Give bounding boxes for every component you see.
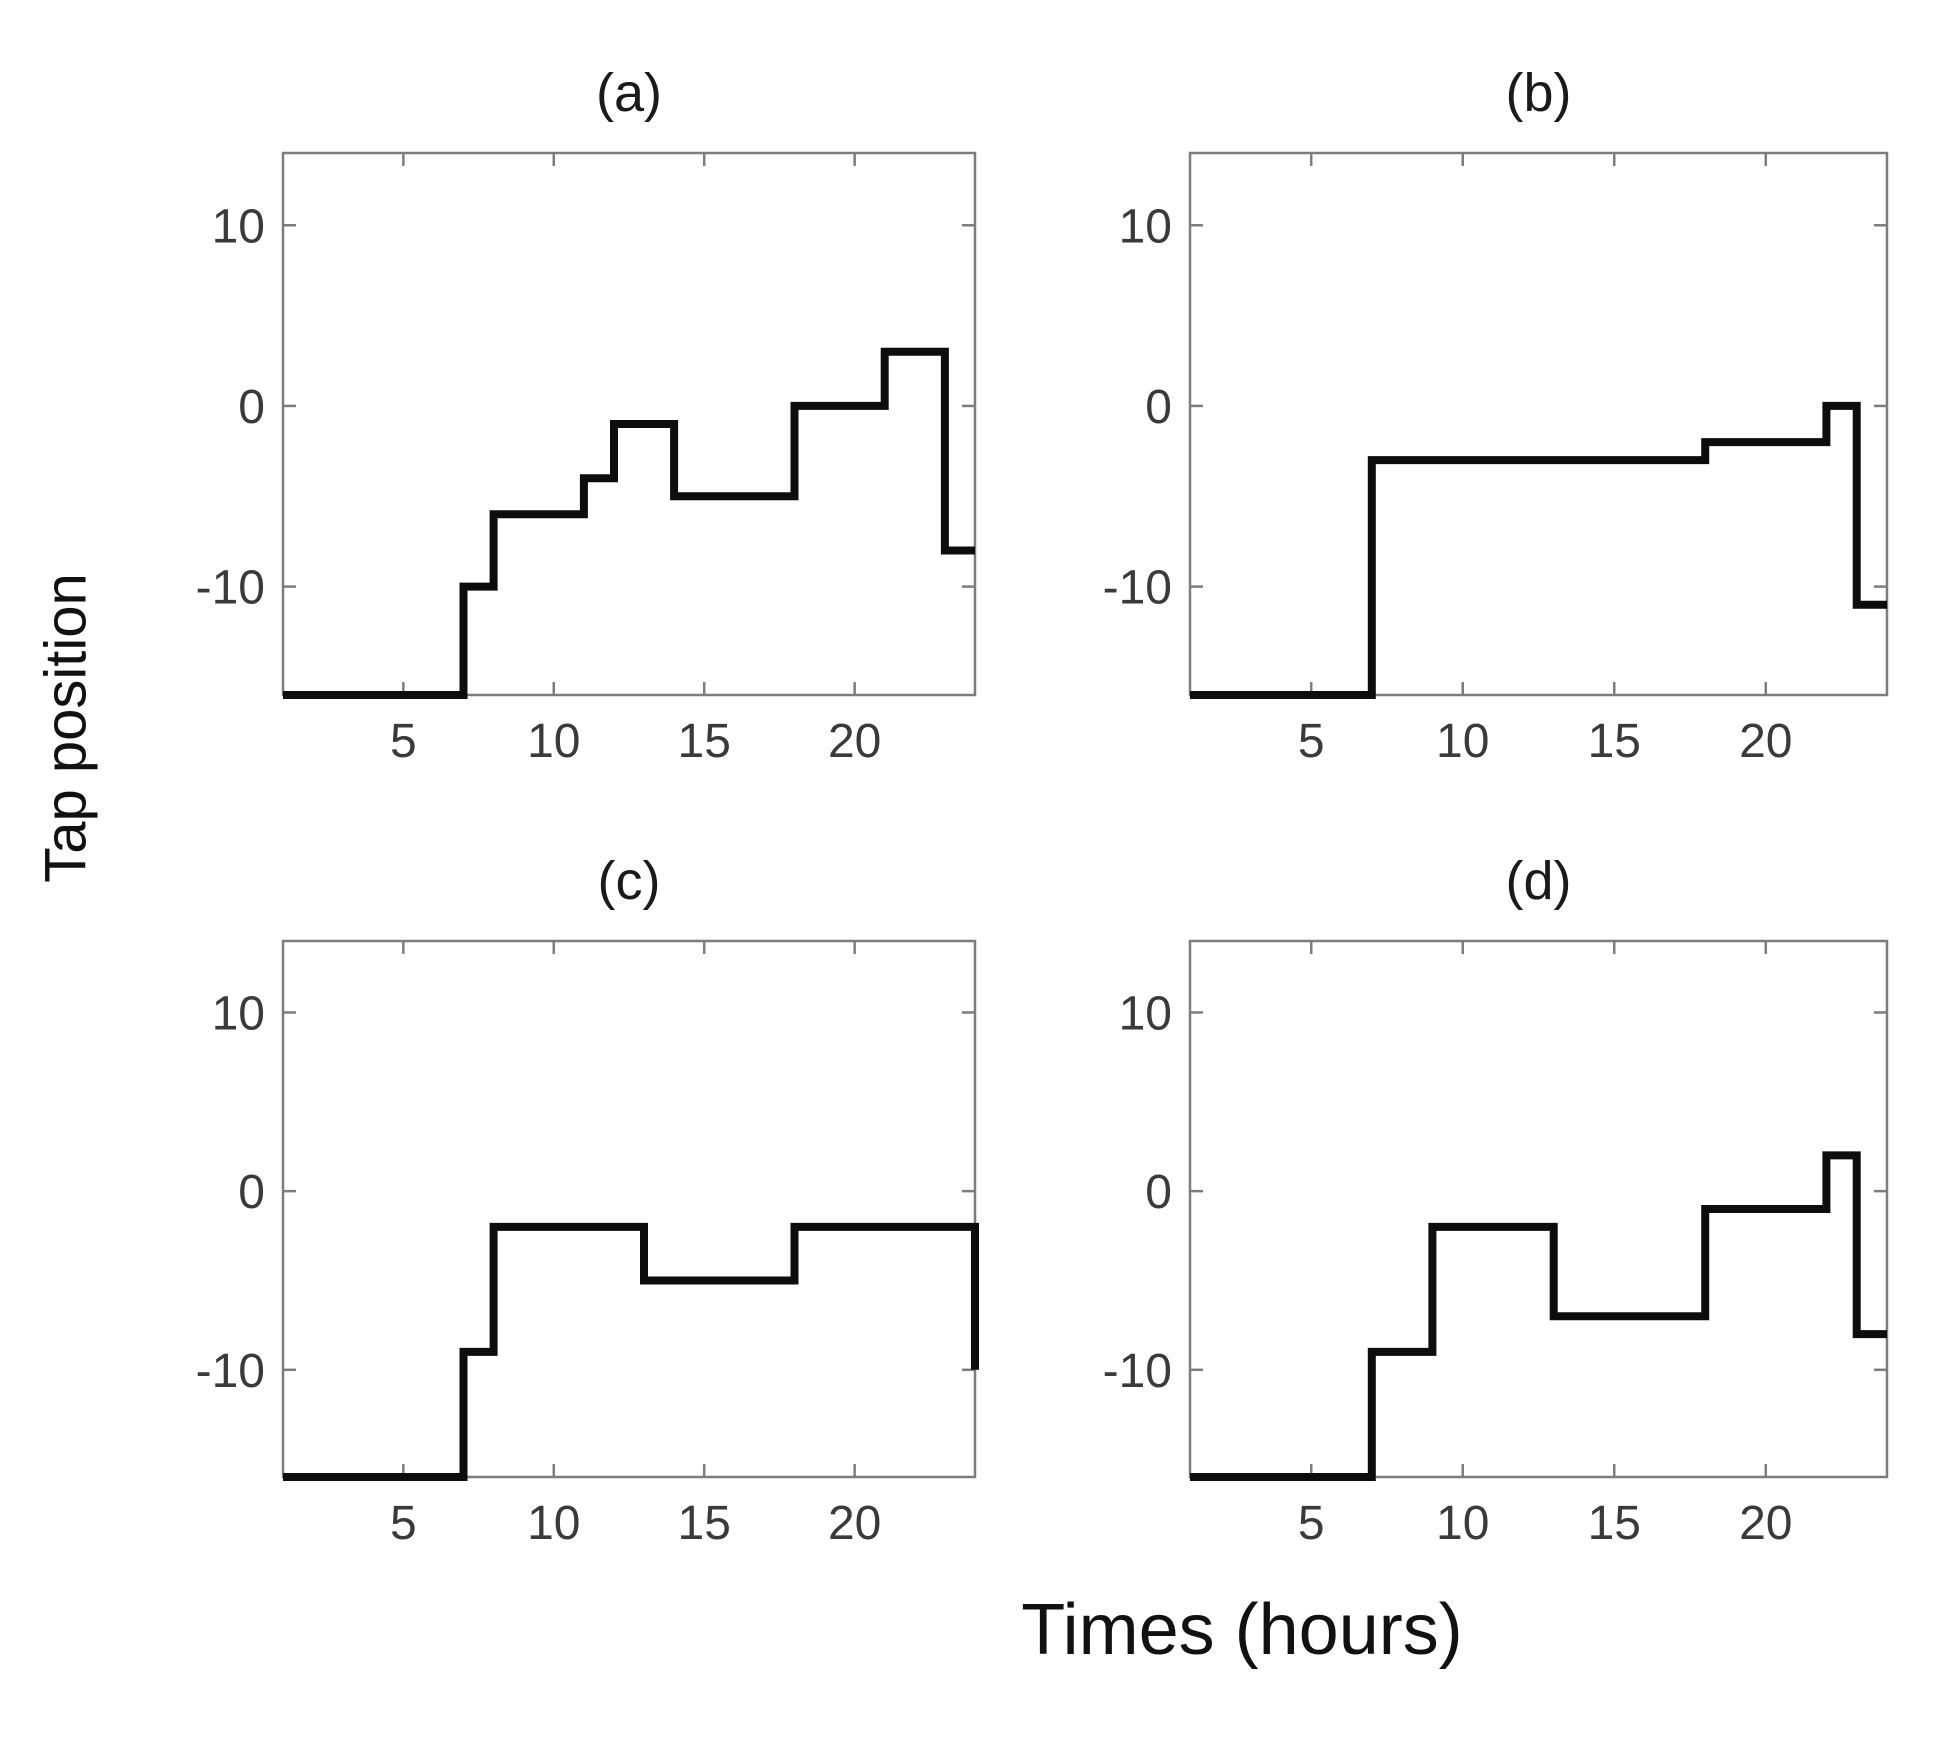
x-tick-label: 10 (527, 1497, 580, 1550)
chart-title-a: (a) (596, 63, 662, 123)
chart-c: 5 10 15 20 -10 0 10 (c) (196, 851, 979, 1550)
x-tick-label: 20 (828, 1497, 881, 1550)
y-tick-label: 0 (238, 381, 265, 434)
y-tick-label: -10 (196, 1345, 265, 1398)
series-line-a (283, 347, 975, 699)
y-tick-label: -10 (1103, 1345, 1172, 1398)
y-tick-label: -10 (196, 562, 265, 615)
y-tick-label: 0 (1145, 1166, 1172, 1219)
series-line-c (283, 1222, 979, 1481)
plot-box-d (1188, 939, 1889, 1479)
x-tick-label: 10 (527, 715, 580, 768)
y-tick-label: 0 (238, 1166, 265, 1219)
chart-title-d: (d) (1506, 851, 1572, 911)
chart-a: 5 10 15 20 -10 0 10 (a) (196, 63, 977, 768)
y-tick-label: 10 (1119, 987, 1172, 1040)
y-tick-label: 10 (212, 987, 265, 1040)
chart-d: 5 10 15 20 -10 0 10 (d) (1103, 851, 1889, 1550)
x-tick-label: 15 (678, 1497, 731, 1550)
y-tick-label: 10 (212, 200, 265, 253)
plot-box-a (281, 151, 977, 697)
x-axis-label: Times (hours) (1021, 1590, 1463, 1670)
x-tick-label: 5 (390, 715, 417, 768)
y-tick-label: 10 (1119, 200, 1172, 253)
y-tick-label: 0 (1145, 381, 1172, 434)
series-line-b (1190, 401, 1887, 699)
y-tick-label: -10 (1103, 562, 1172, 615)
x-tick-label: 20 (1739, 715, 1792, 768)
chart-b: 5 10 15 20 -10 0 10 (b) (1103, 63, 1889, 768)
x-tick-label: 10 (1436, 1497, 1489, 1550)
x-tick-label: 15 (1588, 1497, 1641, 1550)
y-axis-label: Tap position (33, 573, 99, 883)
x-tick-label: 5 (1298, 1497, 1325, 1550)
plot-box-c (281, 939, 977, 1479)
x-tick-label: 20 (1739, 1497, 1792, 1550)
series-line-d (1190, 1151, 1887, 1481)
x-tick-label: 5 (1298, 715, 1325, 768)
plot-box-b (1188, 151, 1889, 697)
chart-title-b: (b) (1506, 63, 1572, 123)
x-tick-label: 15 (678, 715, 731, 768)
chart-title-c: (c) (598, 851, 661, 911)
x-tick-label: 5 (390, 1497, 417, 1550)
x-tick-label: 20 (828, 715, 881, 768)
x-tick-label: 10 (1436, 715, 1489, 768)
x-tick-label: 15 (1588, 715, 1641, 768)
